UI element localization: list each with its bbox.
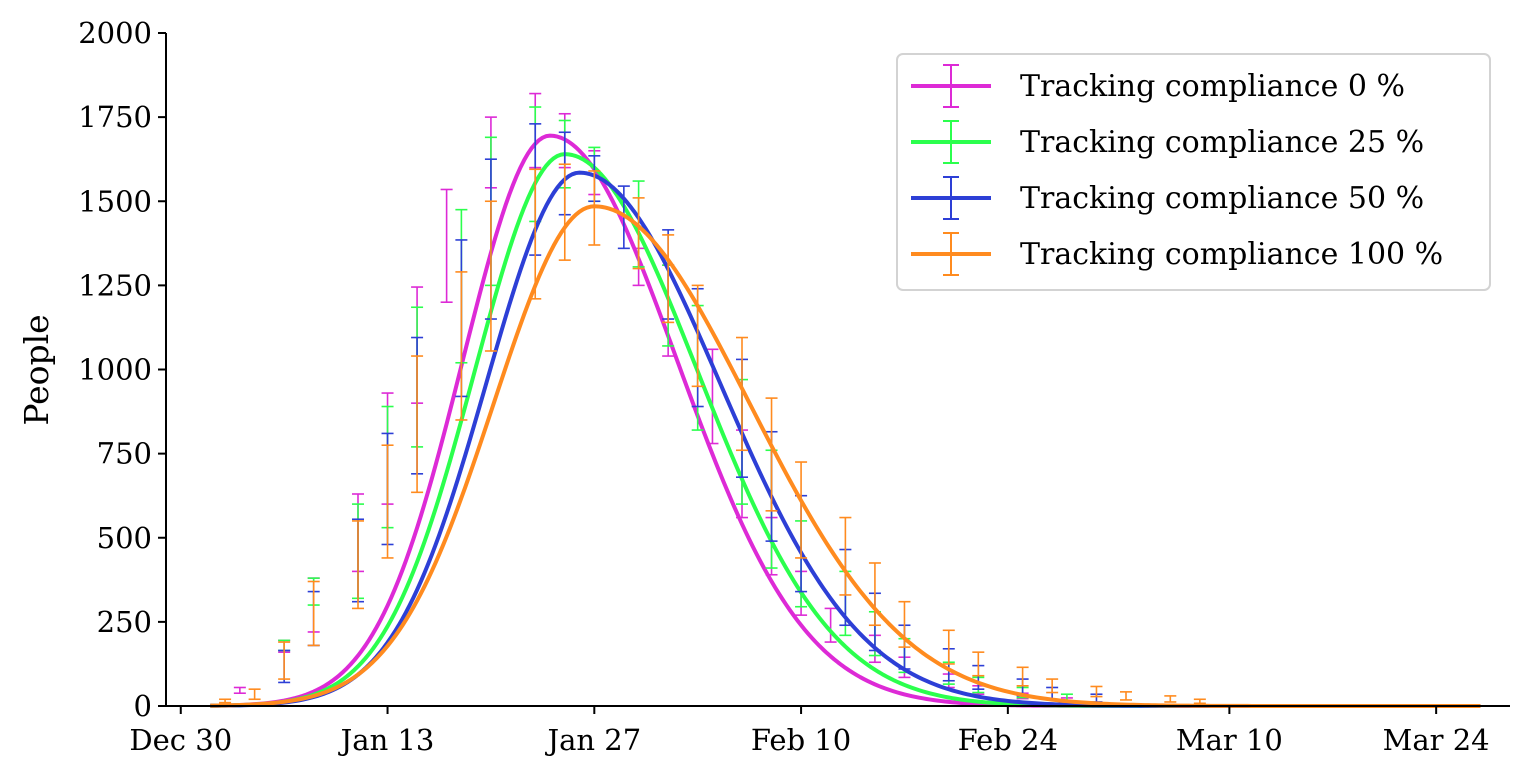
error-bar [765, 397, 778, 512]
error-bar [839, 516, 852, 596]
error-bar [662, 234, 675, 324]
error-bar [1164, 695, 1177, 703]
error-bar [484, 200, 497, 352]
y-tick-label: 500 [97, 521, 152, 555]
y-tick-label: 2000 [78, 16, 152, 50]
legend-frame [896, 53, 1491, 291]
legend-entry: Tracking compliance 25 % [911, 120, 1424, 164]
error-bar [233, 686, 246, 695]
error-bar [411, 355, 424, 494]
error-bar [1090, 685, 1103, 698]
error-bar [632, 197, 645, 270]
error-bar [795, 461, 808, 559]
error-bar [248, 688, 261, 701]
x-tick-label: Dec 30 [129, 723, 232, 757]
error-bar [942, 629, 955, 665]
legend: Tracking compliance 0 % Tracking complian… [896, 53, 1491, 291]
legend-label: Tracking compliance 50 % [1020, 181, 1424, 216]
x-tick-label: Jan 27 [544, 723, 641, 757]
error-bar [219, 698, 232, 704]
error-bar [1193, 698, 1206, 705]
error-bar [440, 188, 453, 304]
legend-label: Tracking compliance 0 % [1020, 69, 1405, 104]
error-bar [972, 651, 985, 677]
error-bar [1046, 678, 1059, 694]
error-bar [558, 163, 571, 261]
legend-entry: Tracking compliance 50 % [911, 176, 1424, 220]
legend-label: Tracking compliance 100 % [1020, 237, 1443, 272]
y-tick-label: 1250 [78, 268, 152, 302]
y-ticks: 0 250 500 750 1000 1250 1500 1750 2000 [78, 16, 166, 723]
error-bar [736, 336, 748, 452]
y-axis-label: People [17, 314, 56, 425]
y-tick-label: 1750 [78, 100, 152, 134]
error-bar [824, 607, 837, 643]
y-tick-label: 0 [134, 689, 152, 723]
error-bar [455, 271, 468, 421]
x-tick-label: Jan 13 [338, 723, 435, 757]
x-tick-label: Feb 10 [751, 723, 851, 757]
x-tick-label: Mar 24 [1383, 723, 1490, 757]
error-bar [278, 641, 291, 680]
y-tick-label: 1000 [78, 353, 152, 387]
plot-area [210, 92, 1481, 708]
legend-entry: Tracking compliance 0 % [911, 64, 1405, 108]
error-bar [307, 580, 320, 647]
error-bar [381, 444, 394, 559]
y-tick-label: 250 [97, 605, 152, 639]
error-bar [1016, 666, 1029, 687]
x-tick-label: Mar 10 [1176, 723, 1283, 757]
error-bar [352, 520, 364, 610]
x-ticks: Dec 30 Jan 13 Jan 27 Feb 10 Feb 24 Mar 10 Mar … [129, 706, 1490, 757]
x-tick-label: Feb 24 [958, 723, 1058, 757]
error-bar [868, 562, 881, 627]
legend-entry: Tracking compliance 100 % [911, 232, 1443, 276]
y-tick-label: 750 [97, 437, 152, 471]
legend-label: Tracking compliance 25 % [1020, 125, 1424, 160]
error-bar [1120, 691, 1132, 701]
y-tick-label: 1500 [78, 184, 152, 218]
